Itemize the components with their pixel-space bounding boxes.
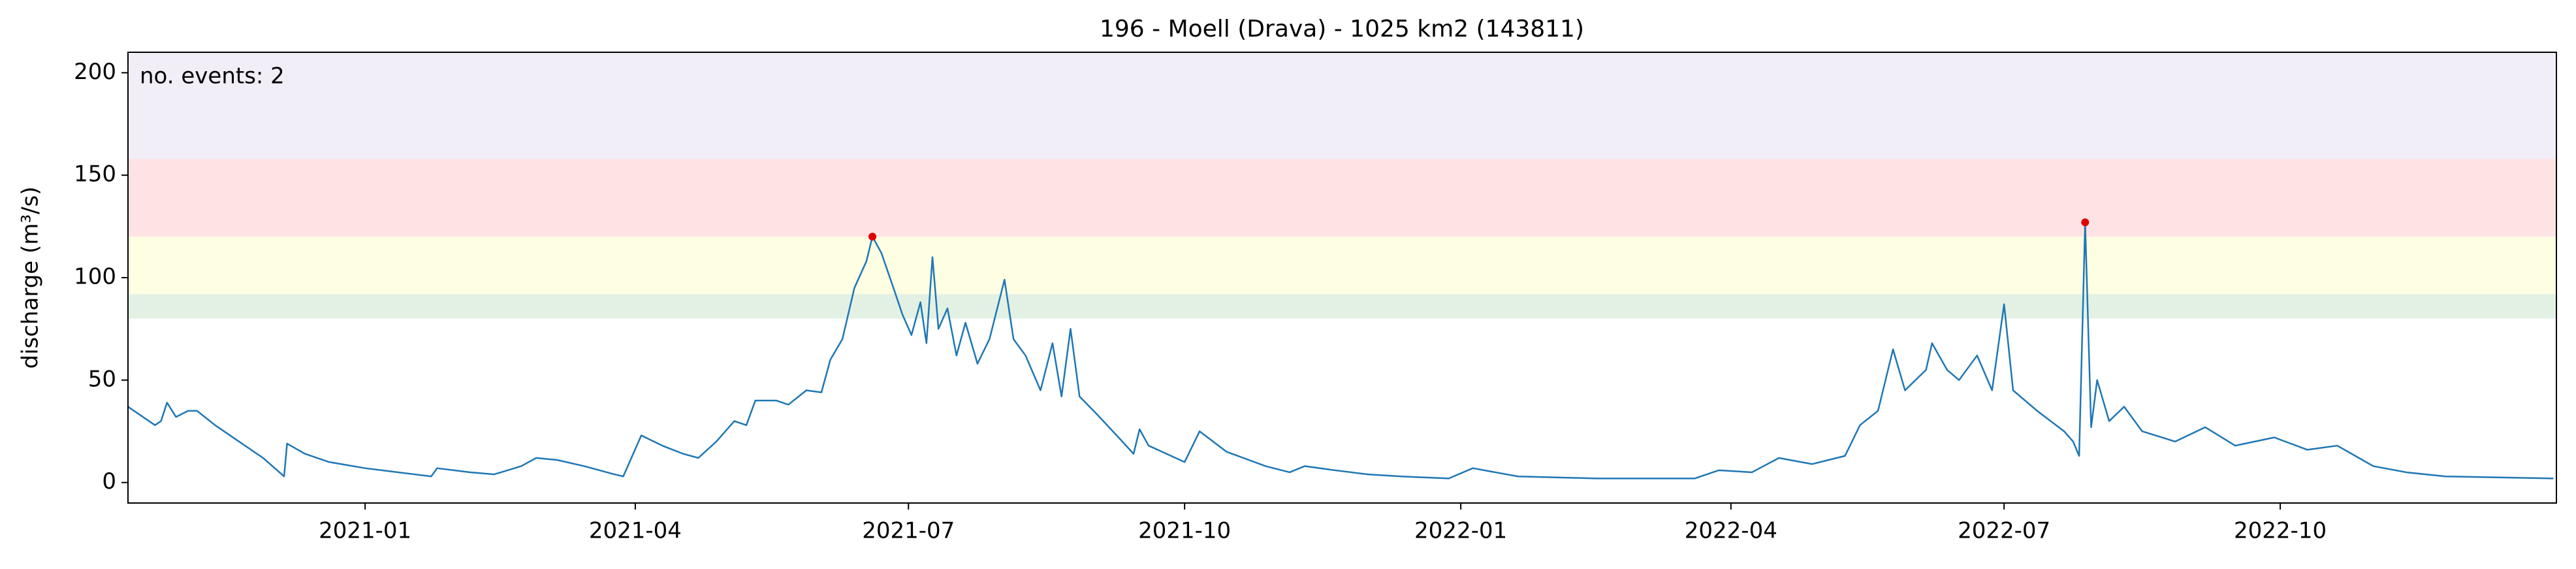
event-point	[868, 233, 877, 241]
x-tick-label: 2021-04	[589, 518, 682, 544]
y-tick-label: 200	[74, 59, 116, 85]
y-axis-label: discharge (m³/s)	[18, 187, 44, 369]
x-tick-label: 2021-07	[862, 518, 955, 544]
event-point	[2081, 218, 2090, 227]
y-tick-label: 0	[102, 468, 116, 495]
chart-title: 196 - Moell (Drava) - 1025 km2 (143811)	[1100, 16, 1584, 42]
x-tick-label: 2021-10	[1138, 518, 1231, 544]
y-tick-label: 150	[74, 161, 116, 187]
x-tick-label: 2022-01	[1414, 518, 1507, 544]
x-tick-label: 2021-01	[319, 518, 411, 544]
threshold-band	[128, 294, 2556, 319]
annotation: no. events: 2	[140, 63, 285, 89]
x-tick-label: 2022-10	[2234, 518, 2327, 544]
plot-frame	[127, 52, 2557, 504]
discharge-line	[127, 221, 2554, 480]
x-tick-label: 2022-04	[1685, 518, 1777, 544]
threshold-band	[128, 159, 2556, 237]
y-tick-label: 50	[88, 366, 116, 392]
x-tick-label: 2022-07	[1958, 518, 2050, 544]
threshold-band	[128, 52, 2556, 159]
y-tick-label: 100	[74, 264, 116, 290]
threshold-band	[128, 236, 2556, 295]
